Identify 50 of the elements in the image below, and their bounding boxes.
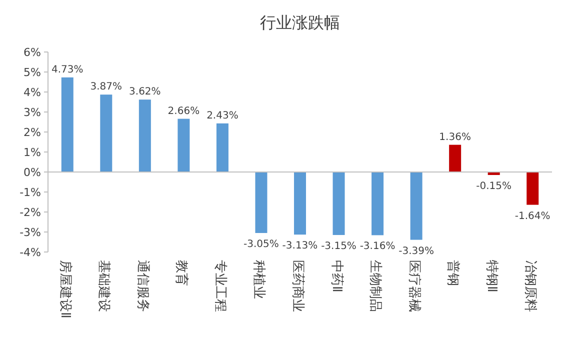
bar bbox=[178, 118, 190, 172]
data-label: 2.66% bbox=[168, 106, 200, 117]
x-tick-label: 医药商业 bbox=[290, 260, 305, 312]
bar bbox=[61, 77, 74, 172]
data-label: -3.39% bbox=[398, 246, 434, 257]
data-label: 1.36% bbox=[439, 132, 471, 143]
y-tick-label: 2% bbox=[24, 126, 41, 139]
x-tick-label: 基础建设 bbox=[96, 260, 112, 312]
x-tick-label: 专业工程 bbox=[212, 260, 228, 312]
data-label: 4.73% bbox=[51, 64, 84, 76]
y-tick-label: 4% bbox=[24, 86, 41, 99]
y-tick-label: 3% bbox=[24, 106, 41, 119]
data-label: 3.87% bbox=[90, 82, 122, 93]
x-tick-label: 种植业 bbox=[251, 260, 266, 299]
bar bbox=[372, 172, 384, 236]
x-tick-label: 教育 bbox=[174, 260, 190, 286]
x-tick-label: 普钢 bbox=[445, 260, 462, 286]
y-tick-label: 0% bbox=[24, 166, 41, 179]
x-tick-label: 生物制品 bbox=[368, 260, 383, 312]
data-label: -0.15% bbox=[476, 181, 512, 192]
data-label: 3.62% bbox=[129, 86, 161, 98]
y-tick-label: 5% bbox=[24, 66, 41, 79]
y-tick-label: -1% bbox=[20, 186, 41, 199]
data-label: -3.15% bbox=[321, 241, 356, 252]
x-tick-label: 特钢Ⅱ bbox=[484, 260, 499, 292]
x-tick-label: 房屋建设Ⅱ bbox=[57, 260, 74, 318]
y-tick-label: -2% bbox=[20, 206, 41, 219]
bar bbox=[255, 172, 268, 233]
data-label: -3.05% bbox=[244, 239, 279, 250]
bar bbox=[294, 172, 306, 235]
data-label: -1.64% bbox=[514, 210, 550, 222]
bar bbox=[100, 94, 112, 172]
x-tick-label: 通信服务 bbox=[134, 260, 150, 312]
data-label: -3.16% bbox=[360, 241, 396, 252]
data-label: 2.43% bbox=[206, 110, 238, 122]
x-tick-label: 中药Ⅱ bbox=[328, 260, 344, 292]
bar bbox=[526, 172, 539, 205]
bar bbox=[332, 172, 345, 235]
y-tick-label: -3% bbox=[20, 226, 41, 239]
bar bbox=[410, 172, 422, 240]
x-tick-label: 冶钢原料 bbox=[522, 260, 538, 312]
y-tick-label: 1% bbox=[24, 146, 41, 159]
y-tick-label: 6% bbox=[24, 46, 41, 59]
chart-title: 行业涨跌幅 bbox=[260, 13, 340, 32]
x-tick-label: 医疗器械 bbox=[406, 260, 422, 312]
y-tick-label: -4% bbox=[20, 246, 41, 259]
data-label: -3.13% bbox=[282, 240, 318, 252]
bar bbox=[216, 123, 228, 172]
bar bbox=[449, 144, 462, 172]
bar bbox=[138, 100, 151, 172]
